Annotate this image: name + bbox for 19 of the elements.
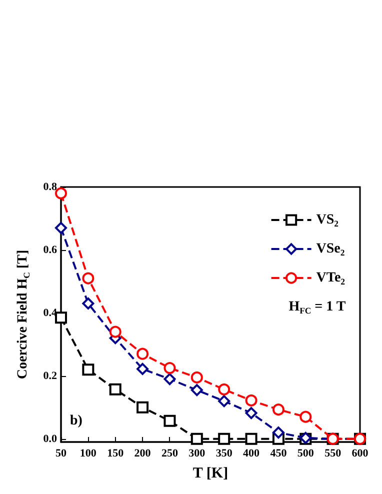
- x-tick-label: 550: [324, 448, 342, 460]
- x-tick-label: 200: [134, 448, 152, 460]
- y-tick-label: 0.8: [43, 181, 58, 193]
- x-tick-label: 250: [161, 448, 178, 460]
- y-tick-label: 0.0: [43, 432, 58, 445]
- x-tick-label: 600: [352, 448, 369, 460]
- x-tick-label: 50: [56, 448, 67, 460]
- x-tick-label: 400: [243, 448, 260, 460]
- x-tick-label: 350: [216, 448, 233, 460]
- x-axis-title: T [K]: [192, 466, 228, 482]
- x-tick-label: 500: [297, 448, 314, 460]
- annotation: b): [70, 414, 83, 428]
- x-tick-label: 450: [270, 448, 288, 460]
- y-tick-label: 0.2: [43, 370, 58, 382]
- y-axis-title: Coercive Field HC [T]: [16, 250, 32, 380]
- y-tick-label: 0.6: [43, 244, 58, 256]
- x-tick-label: 100: [80, 448, 97, 460]
- x-tick-label: 150: [107, 448, 124, 460]
- x-tick-label: 300: [188, 448, 206, 460]
